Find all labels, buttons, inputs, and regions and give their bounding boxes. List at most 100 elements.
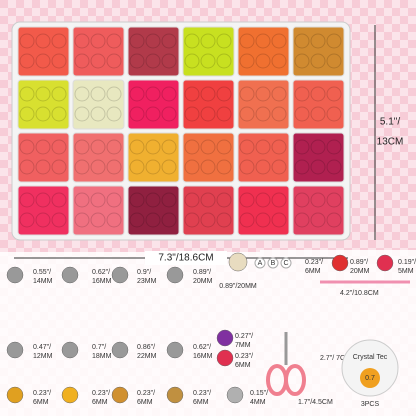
charm-size: 0.23"/ <box>305 259 323 266</box>
bead <box>106 86 122 102</box>
bead <box>106 53 122 69</box>
bead <box>310 33 326 49</box>
bead <box>294 106 310 122</box>
bead <box>326 139 342 155</box>
charm-size: 6MM <box>235 362 251 369</box>
charm <box>216 349 234 367</box>
charm <box>111 266 129 284</box>
bead <box>129 159 145 175</box>
bead <box>216 33 232 49</box>
bead <box>106 106 122 122</box>
charm-size: 18MM <box>92 353 112 360</box>
bead <box>216 159 232 175</box>
charm-size: 4MM <box>250 399 266 406</box>
bead <box>255 192 271 208</box>
bead <box>255 159 271 175</box>
charm-size: 0.23"/ <box>33 390 51 397</box>
bead <box>326 53 342 69</box>
bead <box>35 139 51 155</box>
bead <box>129 139 145 155</box>
charm-size: 0.86"/ <box>137 344 155 351</box>
letter-bead <box>280 257 292 269</box>
bead <box>255 139 271 155</box>
bead <box>19 86 35 102</box>
bead <box>129 53 145 69</box>
charm-size: 0.7"/ <box>92 344 106 351</box>
bead <box>106 212 122 228</box>
charm-size: 16MM <box>92 278 112 285</box>
bead <box>129 33 145 49</box>
charm-size: 0.47"/ <box>33 344 51 351</box>
bead <box>200 53 216 69</box>
bead <box>35 212 51 228</box>
bead <box>216 106 232 122</box>
bead <box>145 86 161 102</box>
bead <box>74 139 90 155</box>
bead <box>200 159 216 175</box>
bead <box>35 106 51 122</box>
spool-label <box>360 368 380 388</box>
bead <box>294 212 310 228</box>
bead <box>310 139 326 155</box>
charm <box>166 386 184 404</box>
bead <box>129 212 145 228</box>
bead <box>106 33 122 49</box>
bead <box>271 86 287 102</box>
bead <box>239 212 255 228</box>
bead <box>129 106 145 122</box>
bead <box>239 159 255 175</box>
bead <box>161 53 177 69</box>
charm-size: 0.23"/ <box>193 390 211 397</box>
bead <box>310 159 326 175</box>
bead <box>200 86 216 102</box>
bead <box>255 53 271 69</box>
scissors-height: 2.7"/ 7CM <box>320 355 351 362</box>
bead <box>184 33 200 49</box>
charm-size: 0.15"/ <box>250 390 268 397</box>
bead <box>294 33 310 49</box>
bead <box>74 106 90 122</box>
bead <box>294 86 310 102</box>
bead <box>145 159 161 175</box>
bead <box>294 159 310 175</box>
bead <box>35 192 51 208</box>
charm <box>226 386 244 404</box>
charm-size: 0.62"/ <box>92 269 110 276</box>
charm-size: 5MM <box>398 268 414 275</box>
bead <box>310 212 326 228</box>
charm-size: 0.27"/ <box>235 333 253 340</box>
charm-size: 12MM <box>33 353 53 360</box>
charm-size: 7MM <box>235 342 251 349</box>
tool-label: 4.2"/10.8CM <box>340 290 379 297</box>
bead <box>239 192 255 208</box>
bead <box>255 86 271 102</box>
charm-size: 20MM <box>350 268 370 275</box>
bead <box>51 53 67 69</box>
bead <box>271 106 287 122</box>
bead <box>19 192 35 208</box>
bead <box>216 212 232 228</box>
bead <box>161 86 177 102</box>
charm-size: 0.23"/ <box>137 390 155 397</box>
bead <box>326 192 342 208</box>
bead <box>74 159 90 175</box>
charm-size: 0.9"/ <box>137 269 151 276</box>
charm-size: 0.89"/ <box>193 269 211 276</box>
charm-size: 6MM <box>193 399 209 406</box>
bead <box>184 159 200 175</box>
label-bg <box>145 251 227 265</box>
charm-size: 0.89"/20MM <box>219 283 257 290</box>
bead <box>161 139 177 155</box>
bead <box>294 53 310 69</box>
bead <box>184 139 200 155</box>
bead <box>216 192 232 208</box>
bead <box>106 192 122 208</box>
bead <box>145 53 161 69</box>
letter: A <box>258 260 263 267</box>
brand: Crystal Tec <box>353 354 388 361</box>
bead <box>326 106 342 122</box>
bead <box>184 192 200 208</box>
charm <box>61 386 79 404</box>
scissors-width: 1.7"/4.5CM <box>298 399 333 406</box>
